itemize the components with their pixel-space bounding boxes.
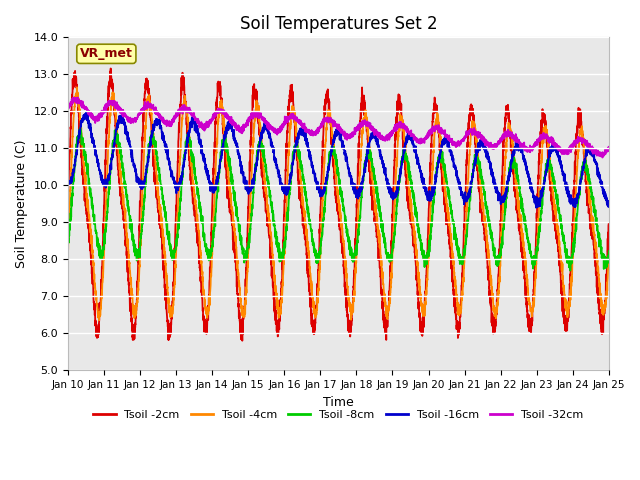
Tsoil -2cm — [64, 199, 72, 204]
Tsoil -8cm — [215, 166, 223, 171]
Tsoil -4cm — [401, 141, 408, 147]
Tsoil -16cm — [180, 161, 188, 167]
Tsoil -16cm — [391, 195, 399, 201]
Line: Tsoil -2cm: Tsoil -2cm — [68, 69, 609, 341]
Tsoil -32cm — [554, 145, 561, 151]
Tsoil -32cm — [598, 155, 606, 160]
Line: Tsoil -16cm: Tsoil -16cm — [68, 112, 609, 208]
Tsoil -8cm — [554, 202, 561, 207]
Tsoil -32cm — [215, 108, 223, 114]
Tsoil -4cm — [605, 261, 612, 266]
Tsoil -2cm — [392, 132, 399, 137]
Tsoil -2cm — [107, 66, 115, 72]
Tsoil -4cm — [605, 254, 612, 260]
Tsoil -32cm — [605, 147, 612, 153]
Tsoil -2cm — [239, 338, 246, 344]
Line: Tsoil -4cm: Tsoil -4cm — [68, 87, 609, 320]
Tsoil -16cm — [401, 148, 408, 154]
Tsoil -4cm — [392, 190, 399, 195]
Tsoil -4cm — [554, 224, 561, 229]
Tsoil -4cm — [95, 317, 103, 323]
Tsoil -4cm — [64, 249, 72, 255]
Tsoil -8cm — [605, 252, 612, 258]
Tsoil -32cm — [180, 107, 188, 113]
Tsoil -32cm — [70, 95, 77, 100]
Tsoil -8cm — [391, 221, 399, 227]
Tsoil -4cm — [216, 106, 223, 112]
Tsoil -4cm — [180, 99, 188, 105]
Tsoil -8cm — [566, 268, 574, 274]
Tsoil -16cm — [605, 202, 612, 207]
Tsoil -32cm — [64, 105, 72, 110]
Tsoil -2cm — [215, 80, 223, 86]
Tsoil -16cm — [82, 109, 90, 115]
Tsoil -2cm — [605, 222, 612, 228]
X-axis label: Time: Time — [323, 396, 354, 408]
Tsoil -2cm — [180, 83, 188, 88]
Tsoil -2cm — [554, 234, 561, 240]
Tsoil -4cm — [73, 84, 81, 90]
Tsoil -8cm — [401, 156, 408, 162]
Y-axis label: Soil Temperature (C): Soil Temperature (C) — [15, 140, 28, 268]
Tsoil -8cm — [64, 239, 72, 245]
Tsoil -16cm — [532, 205, 540, 211]
Tsoil -8cm — [605, 248, 612, 254]
Tsoil -16cm — [215, 170, 223, 176]
Tsoil -32cm — [605, 144, 612, 150]
Tsoil -16cm — [605, 201, 612, 207]
Tsoil -2cm — [605, 220, 612, 226]
Tsoil -16cm — [64, 180, 72, 186]
Tsoil -8cm — [180, 158, 188, 164]
Title: Soil Temperatures Set 2: Soil Temperatures Set 2 — [239, 15, 437, 33]
Tsoil -32cm — [401, 124, 408, 130]
Legend: Tsoil -2cm, Tsoil -4cm, Tsoil -8cm, Tsoil -16cm, Tsoil -32cm: Tsoil -2cm, Tsoil -4cm, Tsoil -8cm, Tsoi… — [89, 406, 588, 425]
Tsoil -8cm — [77, 125, 84, 131]
Tsoil -32cm — [391, 122, 399, 128]
Line: Tsoil -8cm: Tsoil -8cm — [68, 128, 609, 271]
Tsoil -16cm — [554, 153, 561, 159]
Text: VR_met: VR_met — [80, 48, 132, 60]
Tsoil -2cm — [401, 153, 408, 158]
Line: Tsoil -32cm: Tsoil -32cm — [68, 97, 609, 157]
